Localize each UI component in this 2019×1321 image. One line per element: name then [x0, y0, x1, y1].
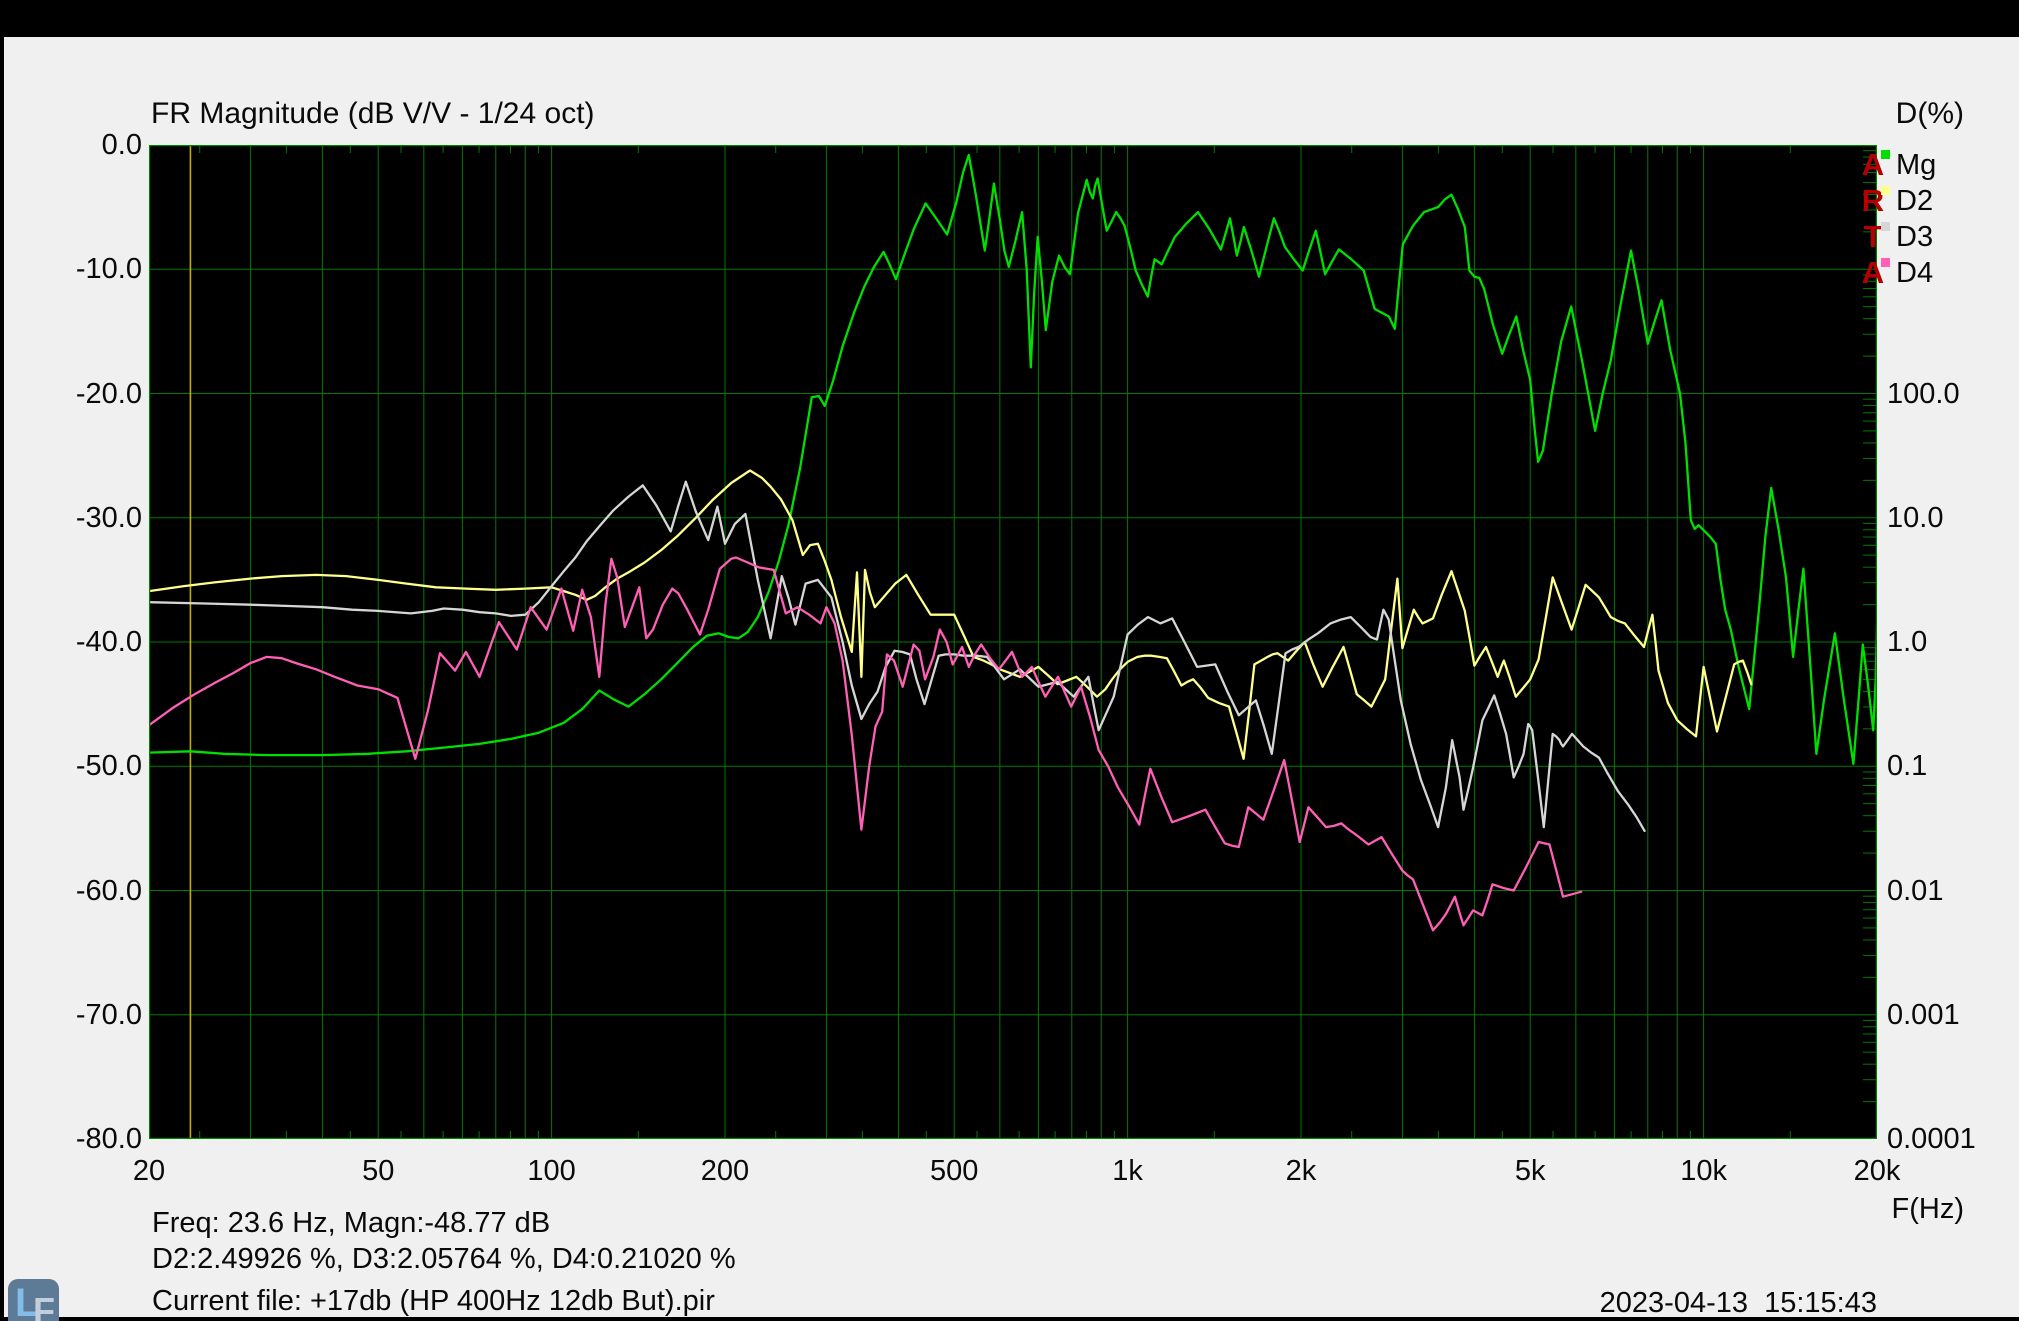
right-axis-tick-label: 0.0001 [1887, 1123, 1976, 1155]
lautsprecherforum-logo: L F [8, 1279, 59, 1321]
right-axis-tick-label: 0.001 [1887, 998, 1960, 1031]
left-axis-tick-label: -70.0 [75, 998, 142, 1031]
right-axis-tick-label: 1.0 [1887, 626, 1928, 658]
x-axis-tick-label: 50 [362, 1155, 395, 1187]
legend-swatch-d2 [1881, 186, 1890, 195]
right-axis-tick-label: 100.0 [1887, 377, 1960, 410]
x-axis-title: F(Hz) [1891, 1193, 1964, 1225]
logo-letter-f: F [33, 1290, 55, 1321]
legend-label-d3: D3 [1896, 221, 1934, 253]
chart-title: FR Magnitude (dB V/V - 1/24 oct) [151, 97, 595, 130]
chart-svg [149, 145, 1877, 1139]
right-axis-tick-label: 10.0 [1887, 501, 1944, 534]
legend-swatch-d3 [1881, 222, 1890, 231]
left-axis-tick-label: -40.0 [75, 626, 142, 658]
arta-watermark-letter: R [1861, 183, 1885, 218]
legend-swatch-d4 [1881, 258, 1890, 267]
x-axis-tick-label: 20k [1853, 1155, 1901, 1187]
chart-panel: FR Magnitude (dB V/V - 1/24 oct) D(%) 0.… [4, 37, 2019, 1321]
curve-d4 [149, 556, 1583, 932]
left-axis-tick-label: -10.0 [75, 253, 142, 286]
x-axis-tick-label: 10k [1680, 1155, 1727, 1187]
arta-watermark-letter: T [1863, 219, 1883, 254]
curve-d2 [149, 469, 1753, 760]
x-axis-tick-label: 5k [1514, 1155, 1546, 1187]
left-axis-tick-label: 0.0 [101, 129, 142, 161]
logo-letter-l: L [15, 1281, 40, 1321]
x-axis-tick-label: 1k [1112, 1155, 1143, 1187]
plot-border [149, 145, 1877, 1139]
x-axis-tick-label: 2k [1285, 1155, 1317, 1187]
left-axis-tick-label: -80.0 [75, 1123, 142, 1155]
left-axis-tick-label: -30.0 [75, 501, 142, 534]
left-axis-tick-label: -50.0 [75, 750, 142, 783]
status-cursor-readout: Freq: 23.6 Hz, Magn:-48.77 dB [152, 1207, 551, 1239]
x-axis-tick-label: 20 [132, 1155, 166, 1187]
timestamp: 2023-04-13 15:15:43 [1599, 1287, 1877, 1319]
curve-d3 [149, 480, 1646, 833]
legend-label-d2: D2 [1896, 185, 1934, 217]
status-distortion-readout: D2:2.49926 %, D3:2.05764 %, D4:0.21020 % [152, 1243, 736, 1275]
right-axis-tick-label: 0.1 [1887, 750, 1928, 783]
legend-label-mg: Mg [1896, 149, 1937, 181]
left-axis-tick-label: -20.0 [75, 377, 142, 410]
curve-mg [149, 153, 1877, 765]
legend-swatch-mg [1881, 150, 1890, 159]
left-axis-tick-label: -60.0 [75, 874, 142, 907]
right-axis-tick-label: 0.01 [1887, 874, 1944, 907]
arta-watermark-letter: A [1861, 255, 1885, 290]
x-axis-tick-label: 200 [700, 1155, 750, 1187]
right-axis-title: D(%) [1895, 97, 1964, 130]
plot-area[interactable] [149, 145, 1877, 1139]
status-current-file: Current file: +17db (HP 400Hz 12db But).… [152, 1285, 715, 1317]
x-axis-tick-label: 100 [527, 1155, 576, 1187]
arta-watermark-letter: A [1861, 147, 1885, 182]
x-axis-tick-label: 500 [930, 1155, 979, 1187]
legend-label-d4: D4 [1896, 257, 1934, 289]
